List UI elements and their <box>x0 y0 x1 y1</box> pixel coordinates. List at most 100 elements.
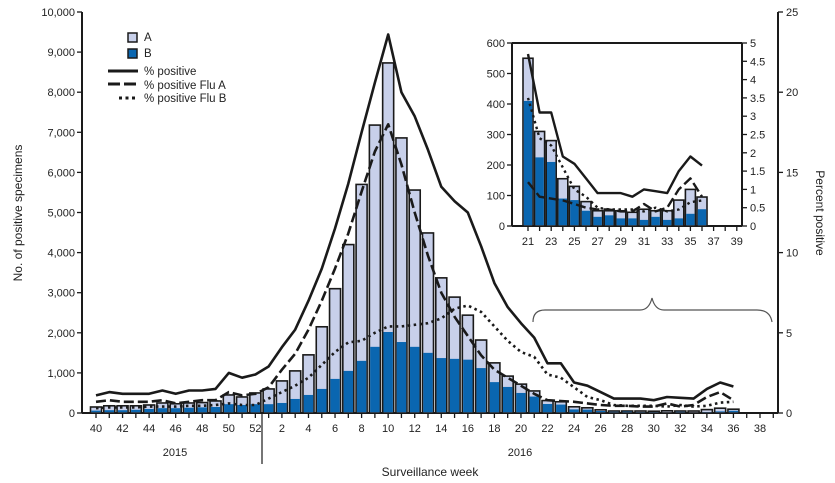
bar-b <box>317 388 327 413</box>
bar-b <box>476 368 486 413</box>
y-left-tick-label: 5,000 <box>47 208 75 220</box>
bar-b <box>370 346 380 413</box>
inset-y-left-tick-label: 200 <box>487 160 505 172</box>
bar-b <box>144 408 154 413</box>
inset-line-pos-b <box>526 97 703 213</box>
bar-b <box>330 378 340 413</box>
inset-bar-b <box>674 218 683 226</box>
x-tick-label: 22 <box>541 423 553 435</box>
inset-y-left-tick-label: 500 <box>487 69 505 81</box>
y-left-tick-label: 4,000 <box>47 248 75 260</box>
x-tick-label: 12 <box>409 423 421 435</box>
bar-a <box>700 408 714 414</box>
bar-b <box>516 392 526 413</box>
bar-b <box>595 410 606 413</box>
x-tick-label: 24 <box>568 423 580 435</box>
inset-y-right-tick-label: 0.5 <box>750 203 765 215</box>
bar-b <box>489 382 500 413</box>
inset-bar-b <box>639 219 649 226</box>
legend: A B % positive % positive Flu A % positi… <box>108 32 227 105</box>
bar-b <box>569 409 579 413</box>
legend-label-b: B <box>144 48 152 60</box>
inset-x-tick-label: 29 <box>615 236 627 248</box>
x-tick-label: 20 <box>515 423 527 435</box>
bar-b <box>410 346 420 413</box>
bar-a <box>687 410 700 414</box>
inset-bar-b <box>651 216 660 226</box>
inset-bar-b <box>570 200 579 226</box>
x-tick-label: 42 <box>116 423 128 435</box>
inset-y-left-tick-label: 100 <box>487 191 505 203</box>
inset-bar-b <box>605 215 614 226</box>
bar-b <box>91 410 101 413</box>
bar-b <box>210 406 221 413</box>
inset-x-tick-label: 37 <box>707 236 719 248</box>
x-tick-label: 44 <box>143 423 155 435</box>
legend-label-pos-a: % positive Flu A <box>144 80 226 92</box>
bar-b <box>423 352 433 413</box>
x-tick-label: 8 <box>359 423 365 435</box>
y-right-tick-label: 10 <box>786 248 798 260</box>
x-tick-label: 28 <box>621 423 633 435</box>
x-tick-label: 26 <box>595 423 607 435</box>
bar-b <box>277 402 287 413</box>
y-right-tick-label: 5 <box>786 328 792 340</box>
bar-b <box>622 411 632 413</box>
inset-y-right-tick-label: 3.5 <box>750 93 765 105</box>
bar-b <box>224 404 234 413</box>
inset-line-pos-a <box>527 177 704 213</box>
bar-a <box>713 407 727 414</box>
bar-b <box>396 342 407 413</box>
line-pos <box>95 33 734 402</box>
x-tick-label: 48 <box>196 423 208 435</box>
legend-label-pos: % positive <box>144 66 196 78</box>
inset-brace <box>532 297 773 323</box>
y-right-tick-label: 15 <box>786 167 798 179</box>
y-left-tick-label: 6,000 <box>47 167 75 179</box>
line-pos-a <box>95 123 735 408</box>
inset-y-right-tick-label: 2 <box>750 148 756 160</box>
bar-b <box>463 359 473 413</box>
y-right-tick-label: 25 <box>786 7 798 19</box>
inset-bar-b <box>593 216 602 226</box>
bar-b <box>343 370 354 413</box>
x-tick-label: 34 <box>701 423 713 435</box>
y-left-tick-label: 1,000 <box>47 368 75 380</box>
x-tick-label: 50 <box>223 423 235 435</box>
bar-b <box>184 407 194 413</box>
bar-b <box>383 331 393 413</box>
x-tick-label: 10 <box>382 423 394 435</box>
bar-b <box>157 408 168 413</box>
inset-bar-b <box>628 218 637 226</box>
bar-b <box>582 409 593 413</box>
inset-y-right-tick-label: 4 <box>750 75 756 87</box>
x-tick-label: 18 <box>488 423 500 435</box>
y-axis-right-label: Percent positive <box>813 170 827 256</box>
inset-bar-b <box>581 210 591 226</box>
inset-bar-b <box>686 213 695 226</box>
inset-y-right-tick-label: 0 <box>750 221 756 233</box>
x-tick-label: 52 <box>249 423 261 435</box>
bar-b <box>117 410 128 413</box>
legend-label-a: A <box>144 32 152 44</box>
inset-x-tick-label: 35 <box>684 236 696 248</box>
bar-b <box>449 358 460 413</box>
inset-y-left-tick-label: 300 <box>487 130 505 142</box>
bar-b <box>303 394 314 413</box>
x-tick-label: 36 <box>727 423 739 435</box>
inset-bar-b <box>616 218 625 226</box>
inset-bar-b <box>523 100 533 226</box>
inset-bar-b <box>535 157 544 226</box>
y-right-tick-label: 0 <box>786 408 792 420</box>
inset-x-tick-label: 39 <box>731 236 743 248</box>
x-tick-label: 14 <box>435 423 447 435</box>
x-tick-label: 6 <box>332 423 338 435</box>
x-tick-label: 40 <box>90 423 102 435</box>
main-plot: 40 42 44 46 48 50 52 2 4 6 8 10 12 14 16 18 20 22 24 26 28 30… <box>41 7 798 435</box>
y-left-tick-label: 9,000 <box>47 47 75 59</box>
y-left-tick-label: 7,000 <box>47 127 75 139</box>
inset-bar-b <box>558 198 567 226</box>
bar-b <box>715 411 725 413</box>
bar-b <box>542 403 553 413</box>
inset-y-right-tick-label: 1.5 <box>750 166 765 178</box>
